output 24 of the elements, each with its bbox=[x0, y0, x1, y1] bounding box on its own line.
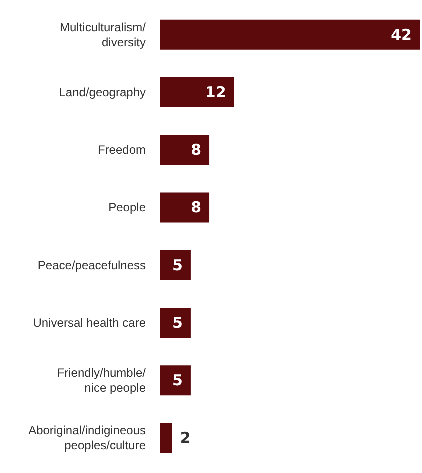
data-label: 5 bbox=[172, 372, 183, 390]
y-tick-label: Multiculturalism/ diversity bbox=[60, 20, 147, 50]
data-label: 5 bbox=[172, 256, 183, 274]
data-label: 12 bbox=[205, 83, 226, 102]
y-tick-label: Freedom bbox=[98, 143, 146, 158]
bar bbox=[160, 20, 420, 50]
y-tick-label: Land/geography bbox=[59, 85, 146, 100]
y-tick-label: Universal health care bbox=[33, 316, 146, 330]
data-label: 2 bbox=[180, 429, 191, 448]
bar bbox=[160, 308, 191, 338]
data-label: 5 bbox=[172, 314, 183, 332]
data-label: 42 bbox=[391, 26, 412, 44]
y-tick-label: Aboriginal/indigineous peoples/culture bbox=[28, 424, 146, 453]
bar bbox=[160, 366, 191, 396]
y-tick-label: Friendly/humble/ nice people bbox=[57, 366, 147, 396]
data-label: 8 bbox=[191, 141, 202, 160]
bar bbox=[160, 423, 172, 454]
data-label: 8 bbox=[191, 198, 202, 217]
bar bbox=[160, 77, 234, 108]
bar bbox=[160, 192, 210, 223]
bar bbox=[160, 250, 191, 280]
bar bbox=[160, 135, 210, 166]
y-tick-label: Peace/peacefulness bbox=[38, 258, 146, 272]
y-tick-label: People bbox=[108, 200, 146, 215]
